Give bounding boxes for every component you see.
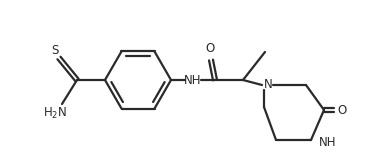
Text: N: N	[264, 78, 272, 91]
Text: NH: NH	[319, 135, 337, 148]
Text: S: S	[51, 44, 58, 57]
Text: O: O	[206, 42, 214, 55]
Text: H$_2$N: H$_2$N	[43, 105, 67, 121]
Text: O: O	[337, 104, 347, 117]
Text: NH: NH	[184, 73, 202, 86]
